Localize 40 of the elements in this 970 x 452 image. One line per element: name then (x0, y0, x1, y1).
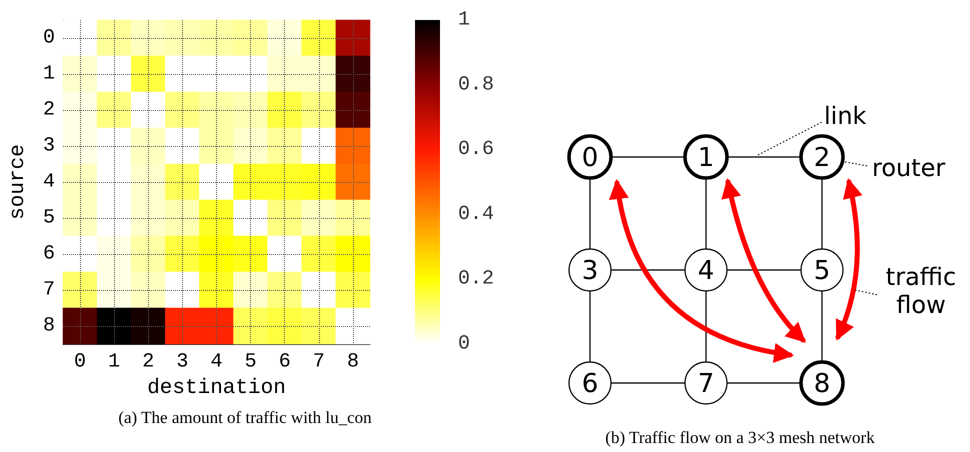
text: router (872, 154, 946, 182)
y-tick-label: 6 (42, 242, 55, 266)
color-bar-label: 0 (458, 332, 470, 356)
y-tick-label: 4 (42, 170, 55, 194)
x-tick-label: 8 (346, 350, 359, 374)
color-bar-label: 0.2 (458, 268, 494, 291)
x-tick-label: 7 (312, 350, 325, 374)
text: 3 (582, 256, 598, 286)
text: 2 (814, 143, 830, 173)
text: 4 (698, 256, 714, 286)
y-tick-label: 1 (42, 62, 55, 86)
y-tick-label: 5 (42, 206, 55, 230)
text: 7 (698, 369, 714, 399)
y-tick-label: 3 (42, 134, 55, 158)
x-tick-label: 0 (74, 350, 86, 374)
text: link (824, 102, 867, 130)
y-tick-label: 8 (42, 314, 55, 338)
y-tick-label: 7 (42, 278, 55, 302)
x-tick-label: 1 (108, 350, 120, 374)
x-tick-label: 3 (176, 350, 188, 374)
text: 6 (582, 369, 598, 399)
x-tick-label: 6 (278, 350, 291, 374)
x-tick-label: 5 (244, 350, 257, 374)
x-tick-label: 4 (210, 350, 223, 374)
text: 0 (582, 143, 598, 173)
y-tick-label: 0 (42, 26, 55, 50)
text: (a) The amount of traffic with lu_con (118, 408, 372, 427)
text: (b) Traffic flow on a 3×3 mesh network (605, 428, 876, 447)
color-bar-label: 1 (458, 8, 470, 32)
y-axis-title: source (7, 144, 30, 220)
color-bar-label: 0.6 (458, 138, 494, 162)
x-tick-label: 2 (142, 350, 154, 374)
text: 8 (814, 369, 830, 399)
color-bar-label: 0.4 (458, 202, 494, 226)
x-axis-title: destination (147, 377, 286, 400)
y-tick-label: 2 (42, 98, 55, 122)
text: 1 (698, 143, 714, 173)
color-bar-label: 0.8 (458, 73, 494, 96)
text: traffic flow (886, 263, 956, 319)
text: 5 (814, 256, 830, 286)
